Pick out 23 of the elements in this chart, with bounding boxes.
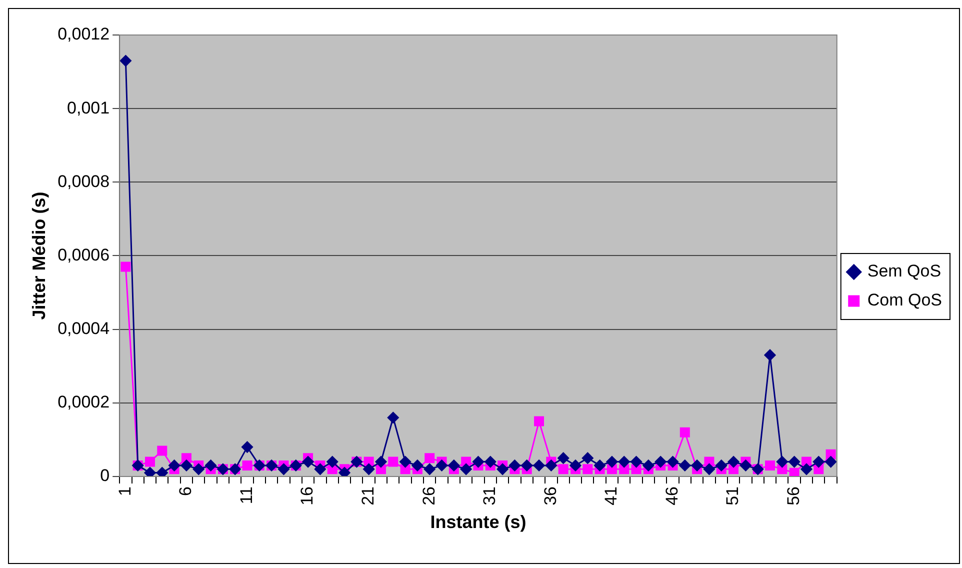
y-tick-label: 0,001 [67,98,110,118]
x-tick-label: 26 [419,486,438,506]
x-axis-title: Instante (s) [430,512,526,532]
y-tick-label: 0,0006 [58,245,110,264]
y-axis-title: Jitter Médio (s) [28,192,49,320]
x-tick-label: 41 [602,486,621,506]
x-tick-label: 56 [784,486,804,506]
x-tick-label: 46 [662,486,682,506]
legend-label: Com QoS [867,290,942,310]
y-tick-label: 0 [100,466,110,486]
y-tick-label: 0,0002 [58,392,110,412]
y-tick-label: 0,0004 [58,319,110,338]
x-tick-label: 21 [358,486,378,506]
x-tick-label: 16 [298,486,317,506]
x-tick-label: 31 [480,486,500,506]
x-tick-label: 6 [176,486,196,496]
legend-label: Sem QoS [867,262,942,281]
y-tick-label: 0,0008 [58,172,110,191]
x-tick-label: 11 [236,486,256,504]
x-tick-label: 1 [115,486,134,496]
x-tick-label: 36 [540,486,560,506]
x-tick-label: 51 [723,486,742,506]
y-tick-label: 0,0012 [58,24,110,44]
